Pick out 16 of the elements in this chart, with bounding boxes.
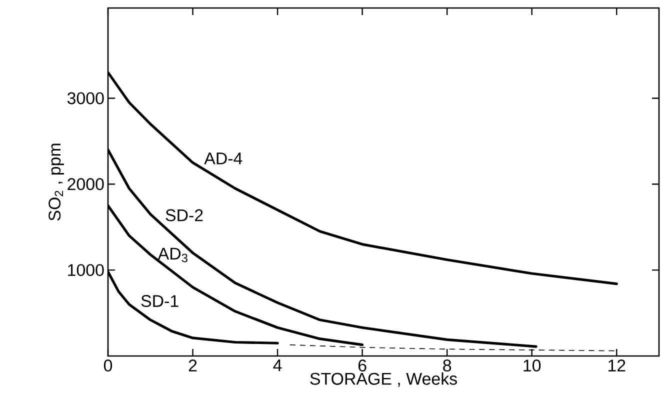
x-tick-label: 6 (358, 360, 366, 372)
y-axis-title: SO$_{2}$ , ppm (48, 144, 64, 221)
y-tick-label: 3000 (67, 92, 104, 104)
x-tick-label: 2 (188, 360, 197, 372)
series-label: AD-4 (204, 152, 242, 164)
x-tick-label: 8 (443, 360, 452, 372)
series-label: SD-2 (166, 209, 203, 222)
x-tick-label: 0 (104, 360, 112, 372)
x-tick-label: 10 (524, 360, 541, 372)
y-tick-label: 1000 (68, 264, 104, 276)
series-label: SD-1 (141, 295, 178, 308)
y-tick-label: 2000 (68, 178, 104, 190)
series-label: AD$_{3}$ (158, 248, 188, 262)
x-tick-label: 12 (608, 360, 626, 372)
x-axis-title: STORAGE , Weeks (310, 372, 457, 387)
x-tick-label: 4 (273, 360, 282, 372)
